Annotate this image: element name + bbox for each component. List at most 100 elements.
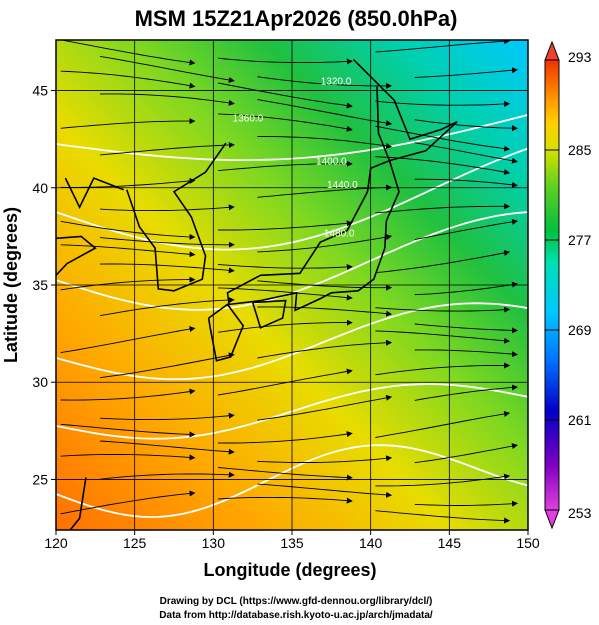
streamline <box>375 410 511 438</box>
streamline <box>375 473 511 487</box>
streamline <box>257 136 393 149</box>
colorbar-top-arrow <box>544 40 560 61</box>
contour-label: 1400.0 <box>316 156 347 167</box>
contour-label: 1440.0 <box>327 180 358 191</box>
streamline <box>257 394 393 421</box>
streamline <box>100 352 235 379</box>
streamline <box>60 388 196 401</box>
colorbar-tick-label: 261 <box>568 412 592 428</box>
streamline <box>414 218 518 241</box>
streamline <box>375 362 511 376</box>
streamline <box>100 412 235 421</box>
coastline <box>126 142 227 292</box>
streamline <box>414 142 518 164</box>
streamline <box>257 280 393 291</box>
x-tick-label: 140 <box>359 535 383 551</box>
y-tick-label: 40 <box>32 180 48 196</box>
streamline <box>414 500 518 507</box>
streamline <box>257 483 393 498</box>
x-axis-label: Longitude (degrees) <box>203 560 376 580</box>
streamline <box>60 244 196 258</box>
colorbar-tick-label: 269 <box>568 322 592 338</box>
y-tick-label: 35 <box>32 277 48 293</box>
streamline <box>218 113 353 132</box>
streamline <box>100 263 235 274</box>
streamline <box>218 263 353 270</box>
streamline <box>100 55 235 83</box>
x-tick-label: 150 <box>516 535 540 551</box>
grid <box>56 40 528 530</box>
streamline <box>218 319 353 333</box>
streamline <box>257 76 393 89</box>
contour-labels: 1320.0 1360.0 1400.0 1440.0 1480.0 <box>233 77 358 240</box>
streamline <box>218 467 353 481</box>
streamline <box>375 125 511 152</box>
wind-streamlines <box>60 40 518 524</box>
streamline <box>257 339 393 359</box>
colorbar-body <box>544 59 560 511</box>
streamline <box>60 118 196 129</box>
contour-label: 1480.0 <box>324 228 355 239</box>
streamline <box>218 57 353 65</box>
streamline <box>100 204 235 212</box>
y-tick-label: 30 <box>32 374 48 390</box>
streamline <box>218 496 353 504</box>
streamline <box>414 323 518 334</box>
streamline <box>100 440 235 455</box>
credit-line-2: Data from http://database.rish.kyoto-u.a… <box>159 610 433 621</box>
streamline <box>375 203 511 214</box>
streamline <box>218 82 353 109</box>
streamline <box>257 234 393 253</box>
streamline <box>375 306 511 313</box>
x-tick-label: 125 <box>123 535 147 551</box>
streamline <box>60 423 196 438</box>
y-tick-label: 25 <box>32 471 48 487</box>
streamline <box>257 184 393 198</box>
streamline <box>414 67 518 78</box>
colorbar-tick-label: 277 <box>568 232 592 248</box>
streamline <box>375 510 511 524</box>
streamline <box>100 141 235 156</box>
streamline <box>414 349 518 358</box>
x-axis-ticks: 120 125 130 135 140 145 150 <box>44 530 540 551</box>
streamline <box>257 306 393 317</box>
streamline <box>375 40 511 53</box>
y-axis-ticks: 25 30 35 40 45 <box>32 83 56 487</box>
streamline <box>60 220 196 240</box>
streamline <box>414 443 518 464</box>
chart-title: MSM 15Z21Apr2026 (850.0hPa) <box>135 6 458 31</box>
streamline <box>375 156 511 175</box>
x-tick-label: 130 <box>202 535 226 551</box>
coastline <box>226 159 400 312</box>
coastline <box>352 58 458 162</box>
streamline <box>60 326 196 354</box>
x-tick-label: 145 <box>438 535 462 551</box>
streamline <box>60 40 196 66</box>
streamline <box>375 249 511 274</box>
x-tick-label: 120 <box>44 535 68 551</box>
colorbar-tick-label: 293 <box>568 49 592 65</box>
streamline <box>100 471 235 480</box>
streamline <box>100 297 235 317</box>
streamline <box>218 220 353 231</box>
coastline <box>251 299 287 329</box>
colorbar-ticks: 253 261 269 277 285 293 <box>545 49 592 521</box>
colorbar-tick-label: 253 <box>568 505 592 521</box>
x-tick-label: 135 <box>280 535 304 551</box>
contour-label: 1320.0 <box>321 77 352 88</box>
streamline <box>100 93 235 106</box>
streamline <box>60 490 196 515</box>
streamline <box>375 330 511 344</box>
streamline <box>100 237 235 248</box>
streamline <box>257 455 393 463</box>
coastline <box>69 477 87 530</box>
streamline <box>60 454 196 461</box>
y-axis-label: Latitude (degrees) <box>1 207 21 363</box>
streamline <box>414 281 518 296</box>
streamline <box>60 276 196 291</box>
coastline <box>64 177 124 210</box>
streamline <box>60 70 196 89</box>
coastline <box>56 235 97 276</box>
streamline <box>218 368 353 396</box>
